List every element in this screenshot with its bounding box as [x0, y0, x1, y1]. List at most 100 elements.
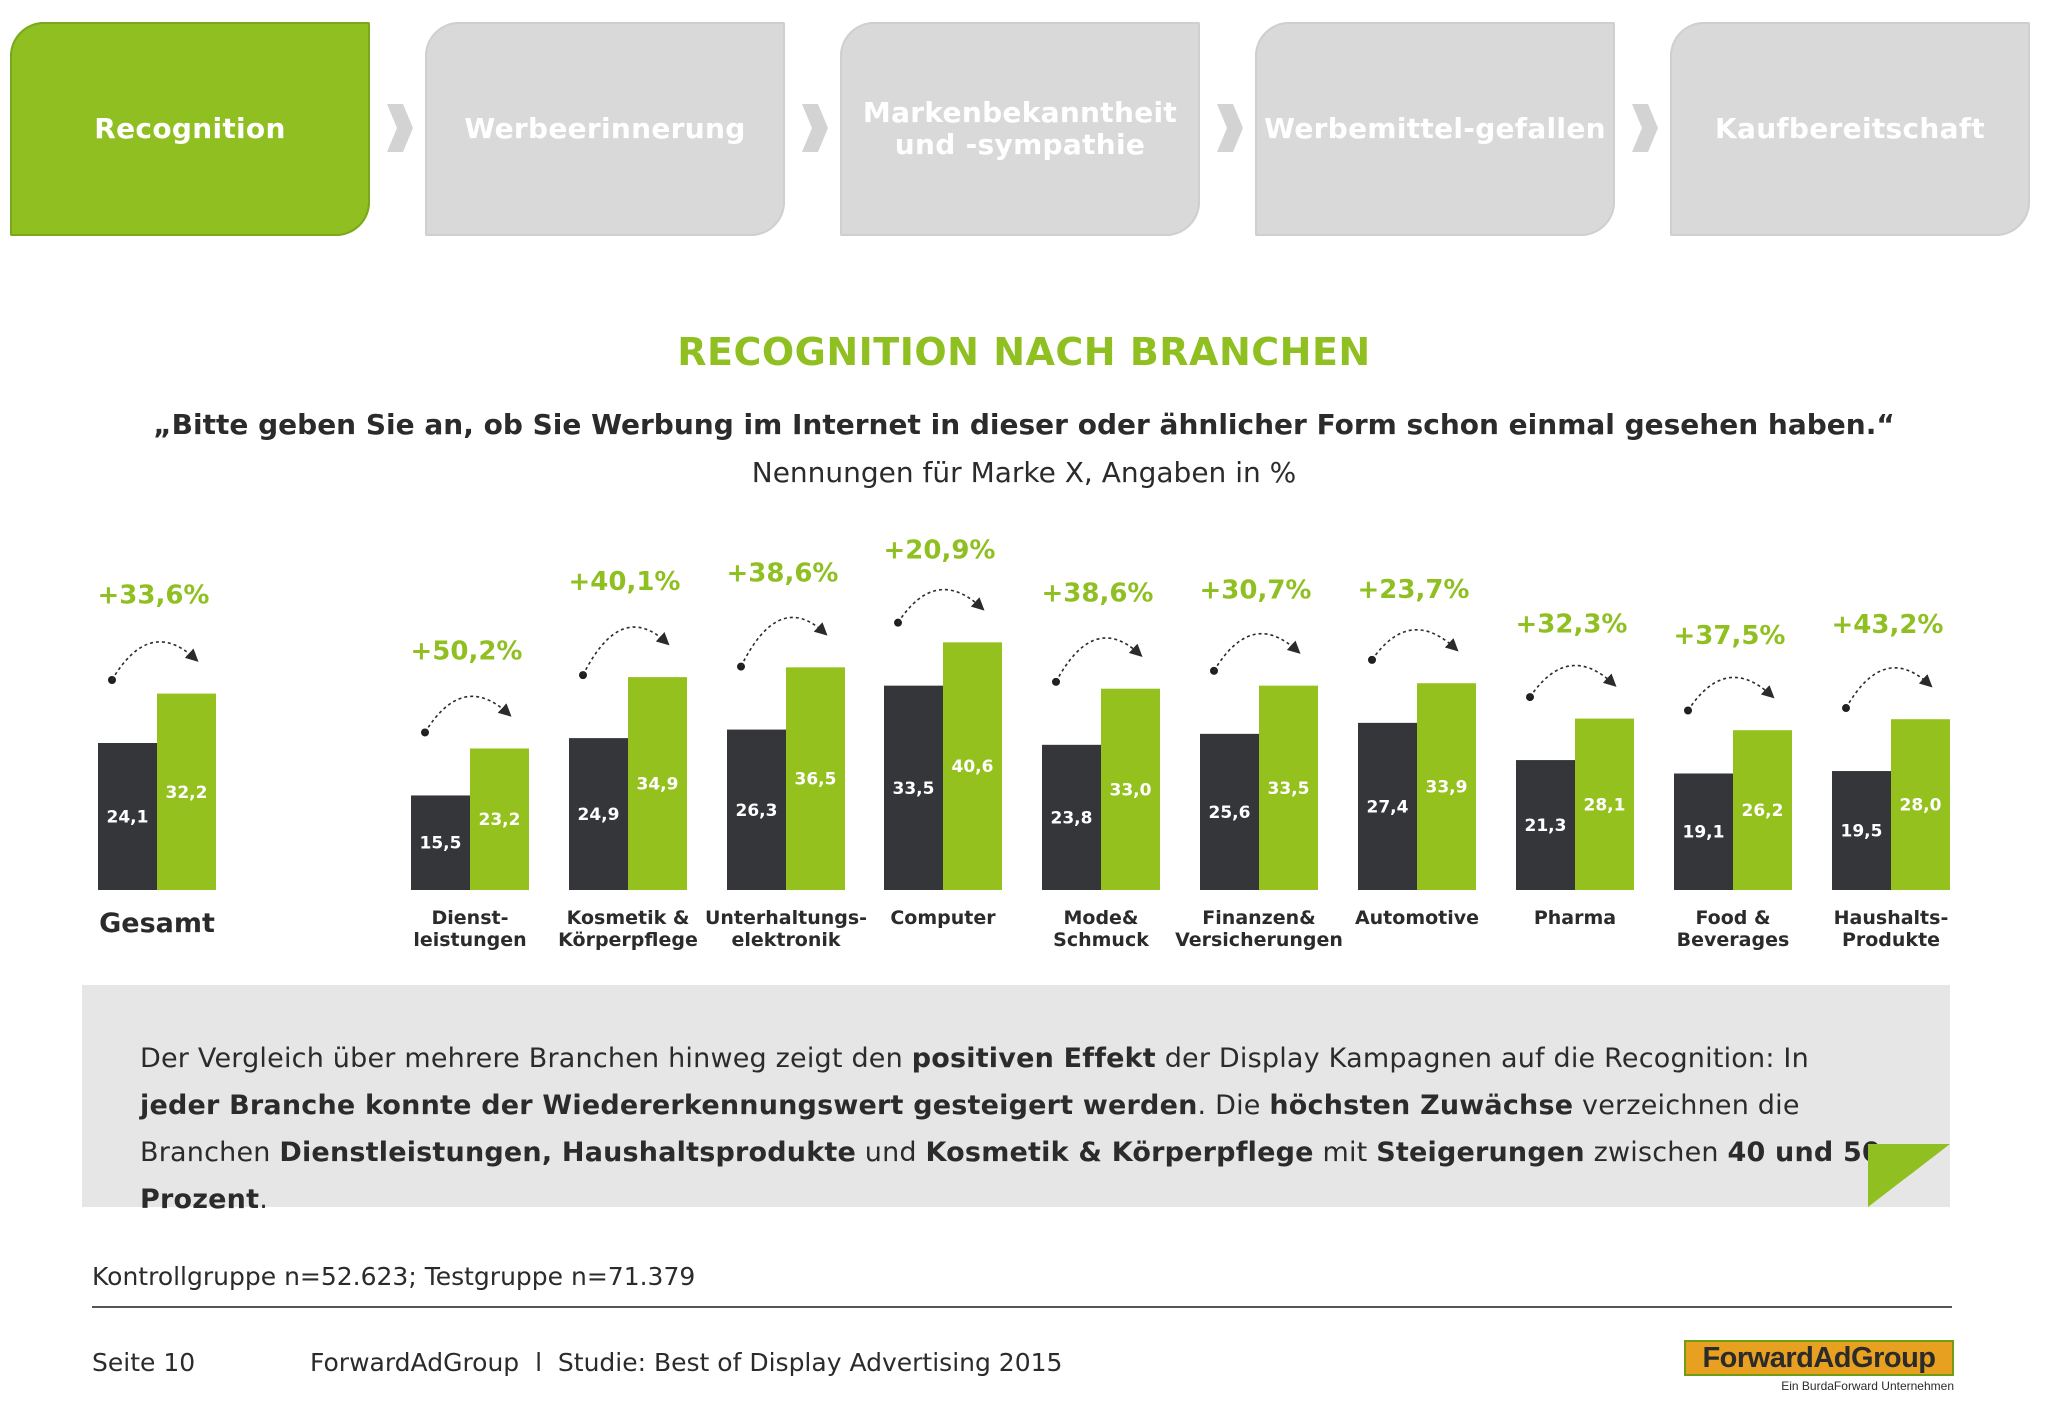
category-label: Gesamt — [99, 908, 215, 939]
test-value-label: 34,9 — [637, 775, 679, 795]
category-label: Food & Beverages — [1677, 907, 1790, 951]
step-markenbekanntheit[interactable]: Markenbekanntheit und -sympathie — [840, 22, 1200, 236]
category-label-line: Haushalts- — [1834, 907, 1949, 929]
chart-title: RECOGNITION NACH BRANCHEN — [677, 330, 1371, 374]
test-value-label: 23,2 — [479, 810, 521, 830]
category-label: Dienst-leistungen — [413, 907, 526, 951]
control-bar — [569, 738, 628, 890]
increase-arrow — [1529, 664, 1617, 698]
control-bar — [1200, 733, 1259, 890]
step-navigation: Recognition Werbeerinnerung Markenbekann… — [0, 0, 2048, 250]
increase-label: +20,9% — [884, 535, 996, 565]
step-recognition[interactable]: Recognition — [10, 22, 370, 236]
summary-segment: mit — [1313, 1137, 1377, 1168]
forwardadgroup-logo: ForwardAdGroup Ein BurdaForward Unterneh… — [1684, 1340, 1954, 1394]
increase-arrow — [582, 626, 670, 676]
control-bar — [1516, 760, 1575, 890]
control-value-label: 27,4 — [1367, 797, 1409, 817]
chevron-right-icon — [802, 104, 828, 152]
test-bar — [1417, 683, 1476, 890]
category-label-line: Dienst- — [432, 907, 509, 929]
category-label-line: Computer — [890, 907, 996, 929]
study-reference: ForwardAdGroup l Studie: Best of Display… — [310, 1348, 1063, 1377]
increase-label: +40,1% — [569, 567, 681, 597]
control-value-label: 25,6 — [1209, 803, 1251, 823]
test-value-label: 33,5 — [1268, 779, 1310, 799]
category-label-line: elektronik — [731, 929, 840, 951]
category-label-line: Kosmetik & — [567, 907, 690, 929]
test-value-label: 28,1 — [1584, 795, 1626, 815]
chart-subtitle: Nennungen für Marke X, Angaben in % — [751, 456, 1297, 489]
step-werbeerinnerung[interactable]: Werbeerinnerung — [425, 22, 785, 236]
summary-segment: verzeichnen die Branchen — [140, 1090, 1800, 1168]
increase-arrow — [740, 616, 828, 667]
control-value-label: 24,9 — [578, 805, 620, 825]
control-value-label: 23,8 — [1051, 808, 1093, 828]
category-label-line: Beverages — [1677, 929, 1790, 951]
test-bar — [1733, 730, 1792, 890]
test-bar — [470, 748, 529, 890]
increase-arrow — [897, 588, 985, 624]
recognition-bar-chart: 24,1 32,2 +33,6% Gesamt 15,5 23,2 +50,2% Dienst… — [98, 535, 1950, 951]
control-value-label: 15,5 — [420, 834, 462, 854]
footer-divider — [92, 1306, 1952, 1308]
step-werbemittelgefallen[interactable]: Werbemittel-gefallen — [1255, 22, 1615, 236]
increase-label: +33,6% — [98, 581, 210, 611]
increase-arrow — [1371, 628, 1459, 661]
step-kaufbereitschaft[interactable]: Kaufbereitschaft — [1670, 22, 2030, 236]
summary-segment: Kosmetik & Körperpflege — [925, 1137, 1314, 1168]
control-value-label: 19,1 — [1683, 823, 1725, 843]
survey-question: „Bitte geben Sie an, ob Sie Werbung im I… — [153, 408, 1895, 441]
test-value-label: 33,0 — [1110, 780, 1152, 800]
summary-segment: jeder Branche konnte der Wiedererkennung… — [140, 1090, 1198, 1121]
control-bar — [98, 742, 157, 890]
increase-arrow — [1213, 633, 1301, 672]
summary-segment: zwischen — [1584, 1137, 1728, 1168]
test-value-label: 36,5 — [795, 770, 837, 790]
sample-size-note: Kontrollgruppe n=52.623; Testgruppe n=71… — [92, 1262, 696, 1291]
category-label-line: Food & — [1695, 907, 1770, 929]
increase-label: +38,6% — [727, 558, 839, 588]
arrow-start-dot — [421, 728, 429, 737]
category-label-line: Produkte — [1842, 929, 1940, 951]
control-bar — [884, 685, 943, 890]
page-number: Seite 10 — [92, 1348, 196, 1377]
test-bar — [1101, 688, 1160, 890]
control-bar — [1042, 744, 1101, 890]
summary-segment: Dienstleistungen, Haushaltsprodukte — [279, 1137, 856, 1168]
increase-label: +38,6% — [1042, 579, 1154, 609]
increase-arrow — [1845, 667, 1933, 709]
control-bar — [727, 729, 786, 890]
summary-segment: positiven Effekt — [911, 1043, 1156, 1074]
summary-segment: 40 und 50 Prozent — [140, 1137, 1882, 1215]
summary-segment: . Die — [1197, 1090, 1270, 1121]
category-label: Kosmetik & Körperpflege — [558, 907, 698, 951]
control-bar — [1358, 722, 1417, 890]
test-bar — [1259, 685, 1318, 890]
increase-label: +50,2% — [411, 636, 523, 666]
test-bar — [628, 677, 687, 890]
increase-label: +23,7% — [1358, 575, 1470, 605]
category-label-line: Automotive — [1355, 907, 1479, 929]
summary-segment: der Display Kampagnen auf die Recognitio… — [1155, 1043, 1809, 1074]
category-label-line: leistungen — [413, 929, 526, 951]
category-label: Haushalts-Produkte — [1834, 907, 1949, 951]
summary-text-box: Der Vergleich über mehrere Branchen hinw… — [82, 985, 1950, 1215]
logo-tagline: Ein BurdaForward Unternehmen — [1781, 1379, 1954, 1393]
chevron-right-icon — [1632, 104, 1658, 152]
category-label-line: Finanzen& — [1202, 907, 1315, 929]
category-label-line: Gesamt — [99, 908, 215, 939]
category-label: Unterhaltungs-elektronik — [705, 907, 867, 951]
test-value-label: 40,6 — [952, 757, 994, 777]
test-value-label: 28,0 — [1900, 796, 1942, 816]
test-value-label: 33,9 — [1426, 778, 1468, 798]
control-value-label: 24,1 — [107, 807, 149, 827]
summary-segment: Steigerungen — [1376, 1137, 1585, 1168]
category-label: Automotive — [1355, 907, 1479, 929]
increase-label: +43,2% — [1832, 610, 1944, 640]
control-bar — [1832, 771, 1891, 890]
summary-segment: und — [856, 1137, 926, 1168]
control-value-label: 19,5 — [1841, 822, 1883, 842]
control-bar — [1674, 773, 1733, 890]
increase-label: +30,7% — [1200, 576, 1312, 606]
